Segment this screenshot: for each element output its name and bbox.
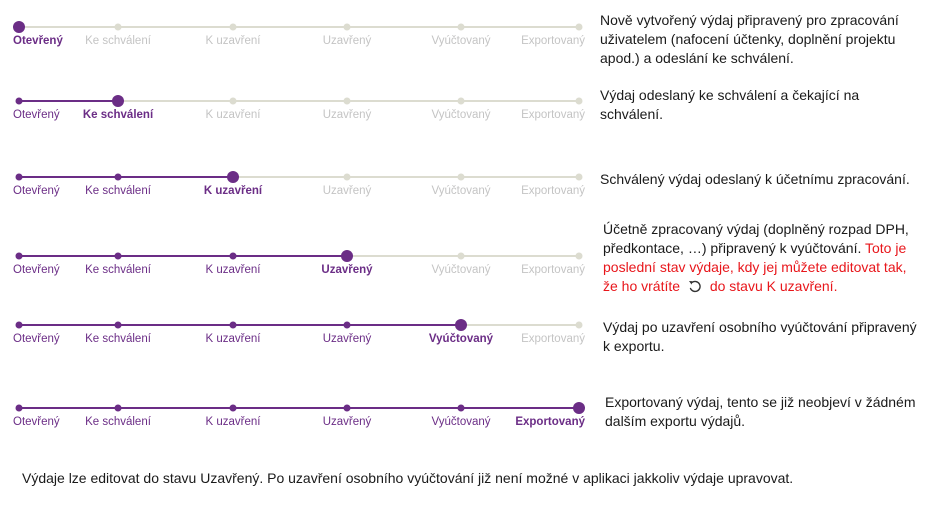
footer-note: Výdaje lze editovat do stavu Uzavřený. P… bbox=[22, 470, 794, 486]
step-label: Exportovaný bbox=[521, 35, 585, 47]
step-dot bbox=[575, 173, 583, 181]
step-label: Exportovaný bbox=[521, 109, 585, 121]
step-dot bbox=[114, 173, 122, 181]
step-label: Uzavřený bbox=[323, 35, 372, 47]
step-dot-current bbox=[13, 21, 25, 33]
step-label: Otevřený bbox=[13, 264, 60, 276]
step-label: Uzavřený bbox=[323, 416, 372, 428]
step-label: K uzavření bbox=[206, 264, 262, 276]
description-row-1: Nově vytvořený výdaj připravený pro zpra… bbox=[600, 11, 920, 68]
step-dot bbox=[457, 404, 465, 412]
step-dot bbox=[15, 97, 23, 105]
step-label: Vyúčtovaný bbox=[431, 264, 490, 276]
description-text: Výdaj po uzavření osobního vyúčtování př… bbox=[603, 319, 917, 354]
edit-warning-text-end: do stavu K uzavření. bbox=[709, 278, 838, 294]
step-dot bbox=[343, 173, 351, 181]
step-label: Uzavřený bbox=[323, 185, 372, 197]
step-dot bbox=[343, 321, 351, 329]
step-label: Exportovaný bbox=[515, 416, 585, 428]
step-dot bbox=[575, 321, 583, 329]
step-label: Vyúčtovaný bbox=[431, 35, 490, 47]
step-label: K uzavření bbox=[204, 185, 263, 197]
status-stepper-diagram: Otevřený Ke schválení K uzavření Uzavřený Vy… bbox=[13, 21, 586, 428]
step-label: Otevřený bbox=[13, 416, 60, 428]
step-dot bbox=[229, 321, 237, 329]
step-label: Otevřený bbox=[13, 109, 60, 121]
description-row-2: Výdaj odeslaný ke schválení a čekající n… bbox=[600, 86, 920, 124]
step-dot bbox=[114, 321, 122, 329]
step-dot bbox=[15, 252, 23, 260]
description-row-6: Exportovaný výdaj, tento se již neobjeví… bbox=[605, 393, 925, 431]
step-label: Vyúčtovaný bbox=[431, 109, 490, 121]
step-dot bbox=[114, 252, 122, 260]
step-dot-current bbox=[341, 250, 353, 262]
description-row-5: Výdaj po uzavření osobního vyúčtování př… bbox=[603, 318, 923, 356]
step-label: Vyúčtovaný bbox=[431, 185, 490, 197]
step-dot bbox=[229, 404, 237, 412]
step-label: Otevřený bbox=[13, 185, 60, 197]
undo-icon bbox=[688, 280, 701, 293]
step-dot bbox=[343, 404, 351, 412]
edit-warning-text: Toto je poslední stav výdaje, kdy jej mů… bbox=[603, 240, 907, 294]
step-dot bbox=[575, 252, 583, 260]
description-text: Nově vytvořený výdaj připravený pro zpra… bbox=[600, 12, 899, 66]
step-dot bbox=[575, 23, 583, 31]
description-text: Exportovaný výdaj, tento se již neobjeví… bbox=[605, 394, 916, 429]
step-dot bbox=[114, 23, 122, 31]
description-row-4: Účetně zpracovaný výdaj (doplněný rozpad… bbox=[603, 220, 923, 296]
step-label: Ke schválení bbox=[83, 109, 154, 121]
description-text: Výdaj odeslaný ke schválení a čekající n… bbox=[600, 87, 860, 122]
step-dot bbox=[457, 252, 465, 260]
step-label: Uzavřený bbox=[321, 264, 373, 276]
step-label: Ke schválení bbox=[85, 333, 152, 345]
step-label: K uzavření bbox=[206, 416, 262, 428]
step-label: K uzavření bbox=[206, 109, 262, 121]
step-label: Ke schválení bbox=[85, 185, 152, 197]
step-dot bbox=[114, 404, 122, 412]
step-dot bbox=[229, 97, 237, 105]
step-label: Exportovaný bbox=[521, 333, 585, 345]
step-label: Exportovaný bbox=[521, 264, 585, 276]
step-label: Otevřený bbox=[13, 35, 63, 47]
step-dot bbox=[457, 97, 465, 105]
step-dot-current bbox=[455, 319, 467, 331]
step-dot-current bbox=[227, 171, 239, 183]
step-dot-current bbox=[573, 402, 585, 414]
step-dot bbox=[229, 252, 237, 260]
step-dot bbox=[15, 404, 23, 412]
step-label: Ke schválení bbox=[85, 35, 152, 47]
step-label: Uzavřený bbox=[323, 333, 372, 345]
step-label: K uzavření bbox=[206, 333, 262, 345]
description-row-3: Schválený výdaj odeslaný k účetnímu zpra… bbox=[600, 170, 920, 189]
step-dot bbox=[15, 173, 23, 181]
step-dot bbox=[229, 23, 237, 31]
step-dot-current bbox=[112, 95, 124, 107]
step-label: Otevřený bbox=[13, 333, 60, 345]
step-label: Vyúčtovaný bbox=[429, 333, 494, 345]
step-dot bbox=[575, 97, 583, 105]
step-label: Ke schválení bbox=[85, 264, 152, 276]
step-label: Vyúčtovaný bbox=[431, 416, 490, 428]
description-text: Účetně zpracovaný výdaj (doplněný rozpad… bbox=[603, 221, 909, 256]
step-label: K uzavření bbox=[206, 35, 262, 47]
step-dot bbox=[457, 23, 465, 31]
step-dot bbox=[343, 97, 351, 105]
step-label: Exportovaný bbox=[521, 185, 585, 197]
step-dot bbox=[343, 23, 351, 31]
step-dot bbox=[457, 173, 465, 181]
description-text: Schválený výdaj odeslaný k účetnímu zpra… bbox=[600, 171, 910, 187]
step-label: Ke schválení bbox=[85, 416, 152, 428]
step-dot bbox=[15, 321, 23, 329]
step-label: Uzavřený bbox=[323, 109, 372, 121]
